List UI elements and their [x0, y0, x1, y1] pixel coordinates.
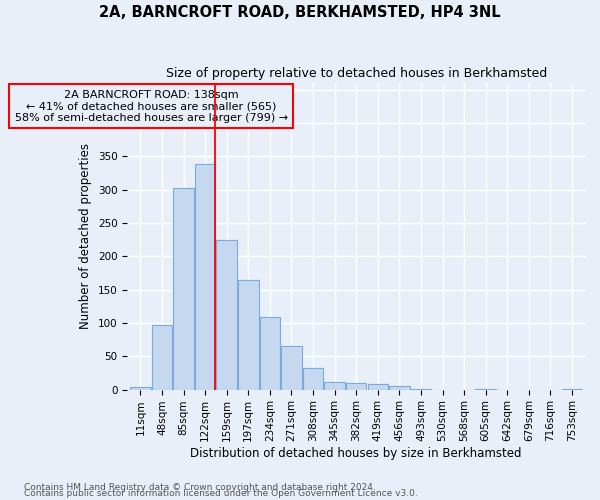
Bar: [173, 188, 194, 390]
Bar: [562, 389, 583, 390]
Bar: [325, 382, 345, 390]
Bar: [411, 389, 431, 390]
Bar: [368, 384, 388, 390]
Y-axis label: Number of detached properties: Number of detached properties: [79, 144, 92, 330]
Bar: [475, 389, 496, 390]
Text: 2A BARNCROFT ROAD: 138sqm
← 41% of detached houses are smaller (565)
58% of semi: 2A BARNCROFT ROAD: 138sqm ← 41% of detac…: [14, 90, 288, 123]
Bar: [217, 240, 237, 390]
Text: 2A, BARNCROFT ROAD, BERKHAMSTED, HP4 3NL: 2A, BARNCROFT ROAD, BERKHAMSTED, HP4 3NL: [99, 5, 501, 20]
Text: Contains public sector information licensed under the Open Government Licence v3: Contains public sector information licen…: [24, 490, 418, 498]
Bar: [346, 383, 367, 390]
Text: Contains HM Land Registry data © Crown copyright and database right 2024.: Contains HM Land Registry data © Crown c…: [24, 483, 376, 492]
Bar: [238, 280, 259, 390]
X-axis label: Distribution of detached houses by size in Berkhamsted: Distribution of detached houses by size …: [190, 447, 522, 460]
Bar: [130, 387, 151, 390]
Bar: [281, 346, 302, 390]
Bar: [389, 386, 410, 390]
Bar: [152, 325, 172, 390]
Bar: [260, 317, 280, 390]
Bar: [303, 368, 323, 390]
Bar: [195, 164, 215, 390]
Title: Size of property relative to detached houses in Berkhamsted: Size of property relative to detached ho…: [166, 68, 547, 80]
